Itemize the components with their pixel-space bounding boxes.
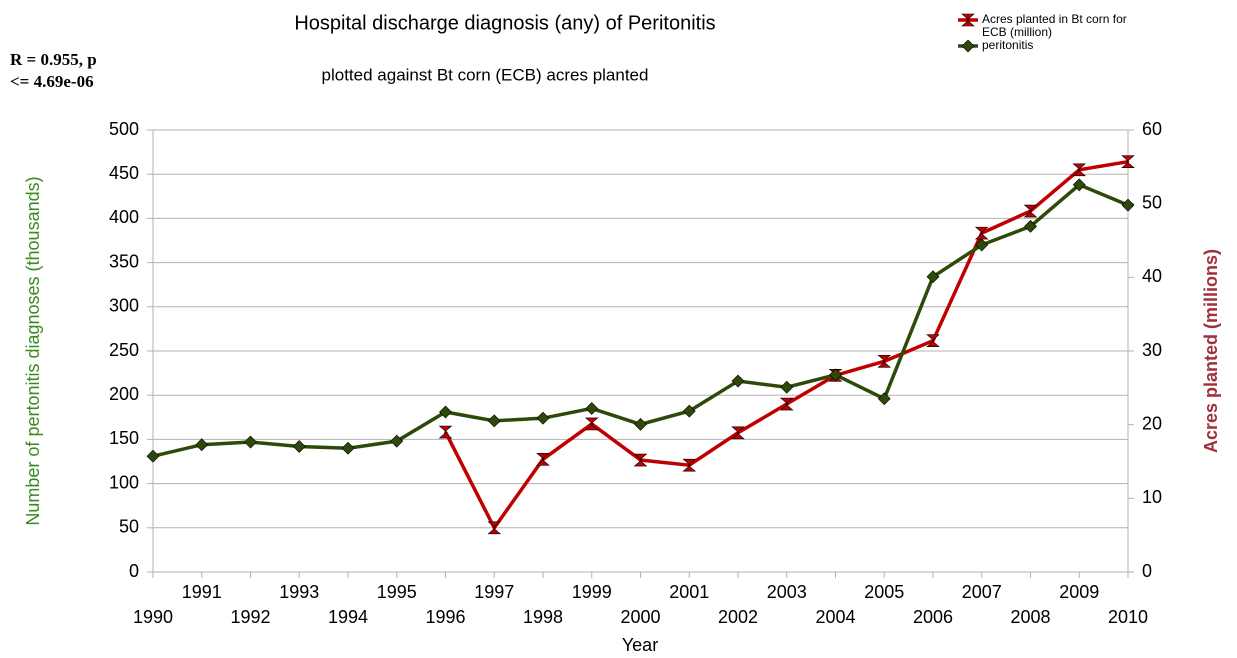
point (1121, 198, 1135, 212)
point (584, 417, 599, 431)
y-tick-label: 200 (109, 384, 139, 404)
point (780, 380, 794, 394)
x-tick-label: 1993 (279, 582, 319, 602)
y2-tick-label: 10 (1142, 487, 1162, 507)
point (438, 425, 453, 439)
point (487, 414, 501, 428)
chart-title: Hospital discharge diagnosis (any) of Pe… (294, 12, 715, 34)
point (585, 402, 599, 415)
point (1024, 219, 1037, 233)
y-tick-label: 50 (119, 517, 139, 537)
point (390, 434, 404, 448)
x-tick-label: 2009 (1059, 582, 1099, 602)
series-line (152, 182, 1129, 458)
point (633, 453, 648, 467)
point (877, 355, 892, 368)
legend-label: peritonitis (982, 38, 1034, 52)
point (536, 411, 550, 425)
point (536, 452, 550, 466)
point (341, 441, 355, 455)
x-tick-label: 2000 (620, 607, 660, 627)
point (292, 440, 306, 453)
point (975, 238, 989, 252)
y-tick-label: 150 (109, 428, 139, 448)
point (926, 270, 940, 284)
x-tick-label: 1990 (133, 607, 173, 627)
point (1121, 155, 1135, 168)
y2-tick-label: 20 (1142, 413, 1162, 433)
point (829, 368, 842, 382)
annotation: <= 4.69e-06 (10, 72, 94, 91)
y2-tick-label: 0 (1142, 561, 1152, 581)
y2-tick-label: 40 (1142, 266, 1162, 286)
x-tick-label: 2003 (767, 582, 807, 602)
y-tick-label: 250 (109, 340, 139, 360)
x-tick-label: 2010 (1108, 607, 1148, 627)
point (634, 417, 647, 431)
y-axis-title: Number of pertonitis diagnoses (thousand… (23, 176, 43, 525)
x-tick-label: 1996 (425, 607, 465, 627)
y-tick-label: 0 (129, 561, 139, 581)
x-tick-label: 1992 (230, 607, 270, 627)
y-tick-label: 300 (109, 296, 139, 316)
point (926, 334, 940, 347)
y-tick-label: 100 (109, 472, 139, 492)
point (195, 438, 209, 452)
x-axis-title: Year (622, 635, 658, 655)
x-tick-label: 2007 (962, 582, 1002, 602)
point (779, 397, 794, 411)
y2-tick-label: 60 (1142, 119, 1162, 139)
point (731, 374, 745, 388)
x-tick-label: 2005 (864, 582, 904, 602)
point (146, 449, 160, 463)
x-tick-label: 2008 (1010, 607, 1050, 627)
legend-label: Acres planted in Bt corn for ECB (millio… (982, 12, 1127, 39)
y-tick-label: 350 (109, 251, 139, 271)
x-tick-label: 1994 (328, 607, 368, 627)
x-tick-label: 2004 (815, 607, 855, 627)
x-tick-label: 2002 (718, 607, 758, 627)
x-tick-label: 1998 (523, 607, 563, 627)
point (439, 405, 452, 419)
x-tick-label: 2006 (913, 607, 953, 627)
point (1072, 178, 1086, 192)
y-tick-label: 450 (109, 163, 139, 183)
x-tick-label: 1995 (377, 582, 417, 602)
legend-marker (961, 13, 975, 27)
x-tick-label: 1991 (182, 582, 222, 602)
y2-tick-label: 30 (1142, 340, 1162, 360)
chart-subtitle: plotted against Bt corn (ECB) acres plan… (322, 65, 649, 84)
point (244, 435, 257, 449)
point (1072, 163, 1087, 177)
point (1023, 204, 1038, 218)
point (877, 392, 891, 406)
point (974, 226, 989, 240)
y-tick-label: 400 (109, 207, 139, 227)
x-tick-label: 1997 (474, 582, 514, 602)
point (487, 521, 502, 535)
point (682, 458, 697, 472)
y2-tick-label: 50 (1142, 192, 1162, 212)
x-tick-label: 2001 (669, 582, 709, 602)
point (682, 404, 696, 418)
y2-axis-title: Acres planted (millions) (1201, 249, 1221, 453)
y-tick-label: 500 (109, 119, 139, 139)
point (731, 426, 745, 440)
annotation: R = 0.955, p (10, 50, 97, 69)
legend-marker (961, 39, 975, 53)
x-tick-label: 1999 (572, 582, 612, 602)
